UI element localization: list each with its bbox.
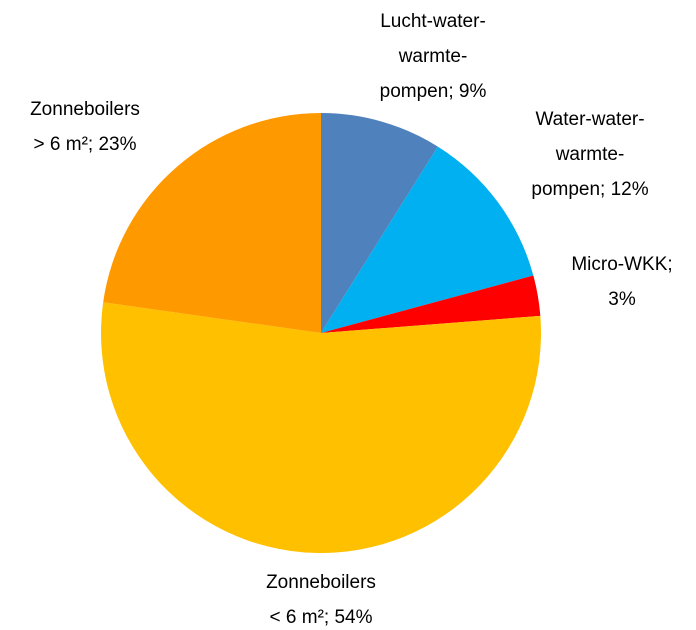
data-label: < 6 m²; 54% xyxy=(270,607,373,628)
data-label: Zonneboilers xyxy=(30,99,140,120)
data-label: > 6 m²; 23% xyxy=(34,134,137,155)
data-label: Zonneboilers xyxy=(266,572,376,593)
pie-slice xyxy=(321,275,541,333)
data-label: 3% xyxy=(608,289,636,310)
data-label: pompen; 12% xyxy=(531,179,648,200)
pie-slice xyxy=(100,302,541,554)
pie-slice xyxy=(321,113,438,333)
data-label: Lucht-water- xyxy=(380,11,486,32)
pie-slice xyxy=(103,113,322,333)
data-label: warmte- xyxy=(555,144,625,165)
data-label: warmte- xyxy=(398,46,468,67)
data-label: Micro-WKK; xyxy=(571,254,672,275)
pie-slice xyxy=(321,146,534,333)
data-label: pompen; 9% xyxy=(380,81,487,102)
data-label: Water-water- xyxy=(535,109,644,130)
